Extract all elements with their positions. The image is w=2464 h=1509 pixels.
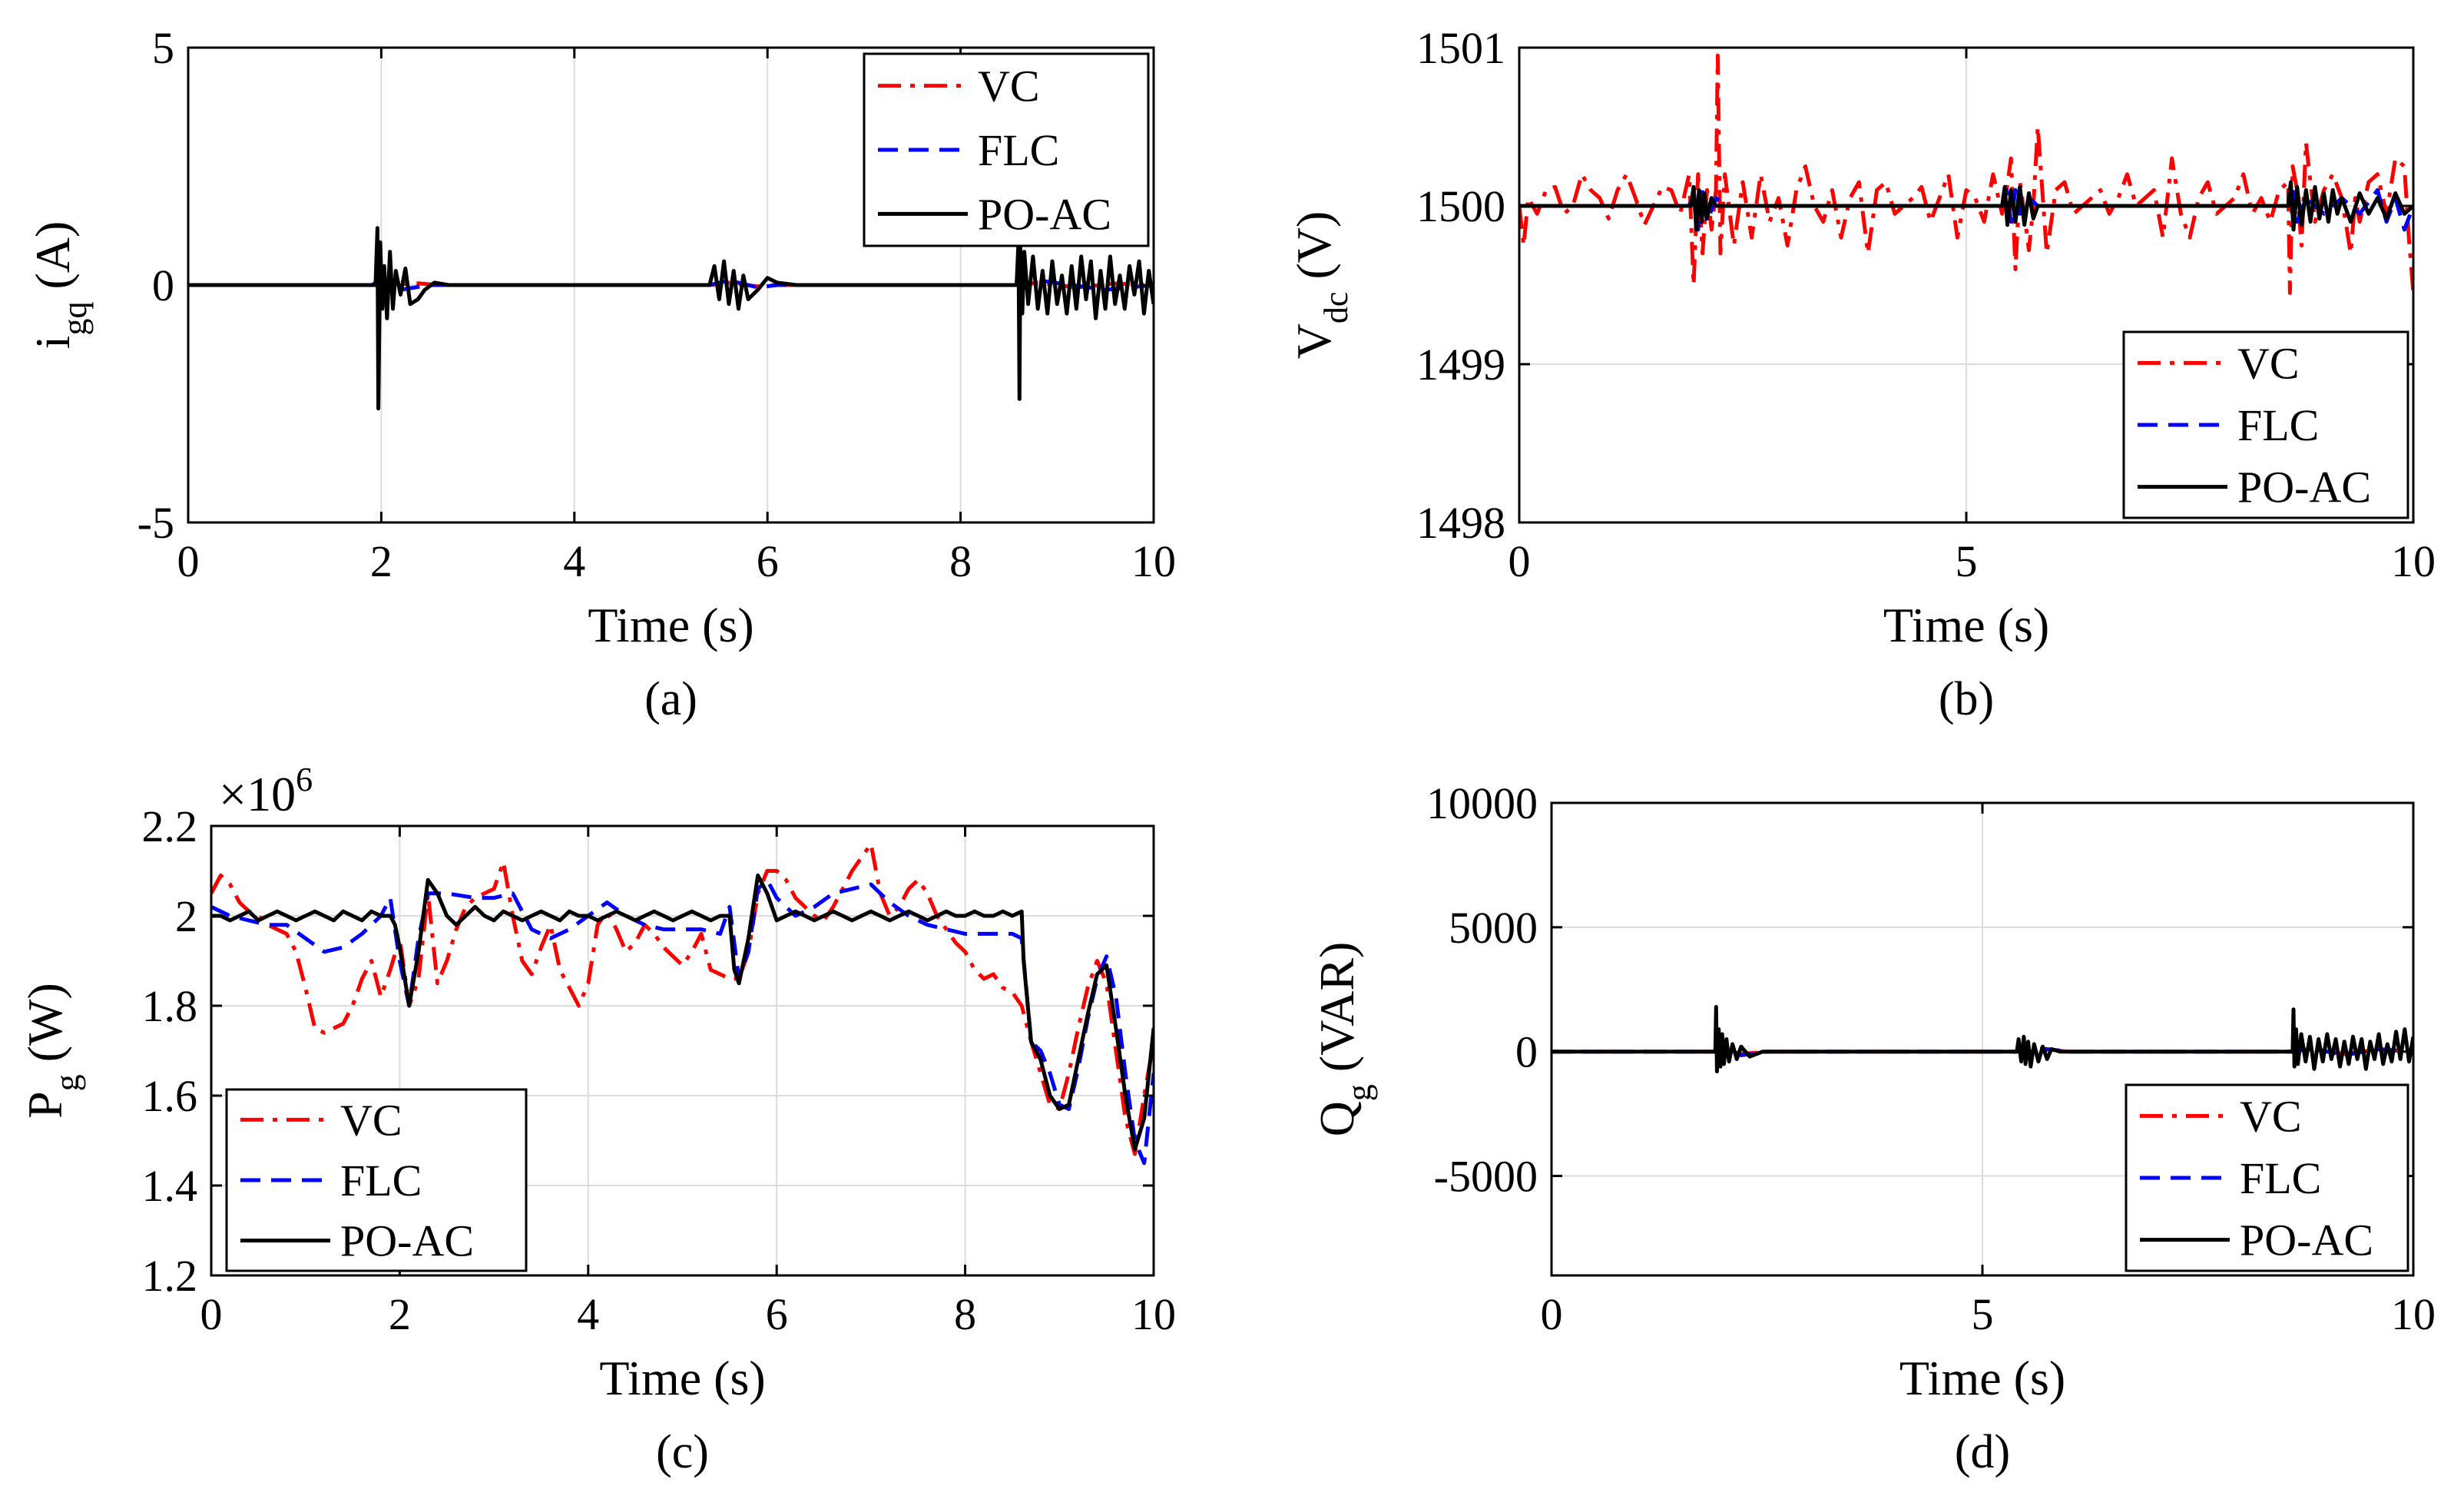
x-tick-label: 10	[1131, 1289, 1176, 1339]
series-line-po-ac	[188, 226, 1154, 411]
y-label-main: V	[1287, 323, 1341, 359]
series-line-po-ac	[1552, 1004, 2413, 1074]
legend-label-vc: VC	[340, 1095, 402, 1145]
y-tick-label: 1500	[1416, 181, 1505, 231]
x-tick-label: 2	[370, 536, 392, 586]
y-label-main: P	[18, 1091, 72, 1119]
y-label-subscript: dc	[1317, 292, 1355, 324]
panel-caption: (a)	[644, 673, 697, 725]
series-line-vc	[211, 841, 1154, 1156]
y-label-unit: (V)	[1287, 211, 1341, 292]
legend: VC FLC PO-AC	[863, 52, 1150, 247]
series-line-flc	[211, 877, 1154, 1166]
y-label-subscript: g	[48, 1074, 86, 1091]
legend-label-po-ac: PO-AC	[978, 189, 1111, 239]
y-tick-label: 2	[175, 891, 197, 941]
y-label-main: Q	[1310, 1101, 1364, 1136]
y-tick-label: 5000	[1449, 903, 1538, 953]
x-tick-label: 4	[577, 1289, 599, 1339]
legend-label-flc: FLC	[978, 125, 1059, 175]
y-tick-label: -5000	[1434, 1152, 1538, 1202]
y-axis-label: Pg (W)	[18, 983, 86, 1119]
y-tick-label: 10000	[1426, 778, 1538, 828]
scale-factor-label: ×106	[219, 761, 313, 821]
x-tick-label: 10	[2391, 536, 2436, 586]
y-axis-label: Qg (VAR)	[1310, 942, 1378, 1137]
x-tick-label: 0	[1541, 1289, 1563, 1339]
chart-c: 0 2 4 6 8 10 1.2 1.4 1.6 1.8 2 2.2 Time (s) (c) Pg (W)…	[18, 761, 1176, 1478]
legend: VC FLC PO-AC	[2122, 330, 2409, 519]
y-tick-label: 1.2	[142, 1251, 198, 1301]
y-tick-label: 1499	[1416, 340, 1505, 390]
x-tick-label: 4	[563, 536, 585, 586]
y-tick-label: 1498	[1416, 498, 1505, 548]
panel-caption: (d)	[1955, 1426, 2010, 1478]
legend-label-flc: FLC	[340, 1156, 422, 1206]
legend-label-vc: VC	[2237, 338, 2300, 388]
legend-label-po-ac: PO-AC	[340, 1216, 474, 1266]
x-axis-label: Time (s)	[1899, 1351, 2065, 1405]
legend-label-flc: FLC	[2240, 1153, 2321, 1203]
y-tick-label: 0	[152, 260, 174, 310]
legend: VC FLC PO-AC	[225, 1088, 528, 1272]
y-label-unit: (W)	[18, 983, 72, 1074]
chart-b: 0 5 10 1498 1499 1500 1501 Time (s) (b) Vdc (V) VC…	[1287, 23, 2436, 725]
y-label-unit: (A)	[25, 221, 80, 302]
x-tick-label: 6	[766, 1289, 788, 1339]
legend-label-vc: VC	[2240, 1091, 2302, 1141]
x-axis-label: Time (s)	[1883, 598, 2049, 652]
y-label-unit: (VAR)	[1310, 942, 1364, 1085]
axes-box	[210, 824, 1155, 1277]
x-tick-label: 8	[954, 1289, 976, 1339]
series-line-po-ac	[211, 873, 1154, 1152]
y-tick-label: 1.4	[142, 1161, 198, 1211]
x-tick-label: 2	[389, 1289, 411, 1339]
chart-d: 0 5 10 -5000 0 5000 10000 Time (s) (d) Qg (VAR) VC…	[1310, 778, 2436, 1478]
y-tick-label: 0	[1515, 1027, 1538, 1077]
y-label-subscript: g	[1340, 1084, 1378, 1101]
x-tick-label: 10	[2391, 1289, 2436, 1339]
series-line-vc	[1519, 53, 2413, 295]
y-tick-label: 1501	[1416, 23, 1505, 73]
series-line-po-ac	[1519, 180, 2413, 232]
x-tick-label: 6	[757, 536, 779, 586]
y-label-main: i	[25, 336, 80, 350]
y-tick-label: 1.8	[142, 981, 198, 1031]
panel-caption: (b)	[1939, 673, 1994, 725]
scale-factor-exponent: 6	[296, 761, 313, 798]
x-tick-label: 8	[949, 536, 972, 586]
x-tick-label: 0	[200, 1289, 223, 1339]
x-tick-label: 10	[1131, 536, 1176, 586]
legend: VC FLC PO-AC	[2125, 1083, 2409, 1272]
legend-label-po-ac: PO-AC	[2237, 463, 2371, 512]
legend-label-vc: VC	[978, 61, 1040, 111]
x-tick-label: 0	[1509, 536, 1531, 586]
x-tick-label: 5	[1972, 1289, 1994, 1339]
scale-factor-base: ×10	[219, 767, 296, 821]
x-axis-label: Time (s)	[588, 598, 753, 652]
y-label-subscript: gq	[56, 302, 94, 336]
y-tick-label: 1.6	[142, 1071, 198, 1121]
legend-label-flc: FLC	[2237, 400, 2319, 450]
y-tick-label: 5	[152, 23, 174, 73]
y-tick-label: 2.2	[142, 801, 198, 851]
panel-caption: (c)	[656, 1426, 709, 1478]
x-axis-label: Time (s)	[599, 1351, 765, 1405]
y-tick-label: -5	[137, 498, 174, 548]
x-tick-label: 5	[1956, 536, 1978, 586]
legend-label-po-ac: PO-AC	[2240, 1215, 2373, 1265]
y-axis-label: Vdc (V)	[1287, 211, 1355, 360]
x-tick-label: 0	[177, 536, 200, 586]
y-axis-label: igq (A)	[25, 221, 94, 350]
